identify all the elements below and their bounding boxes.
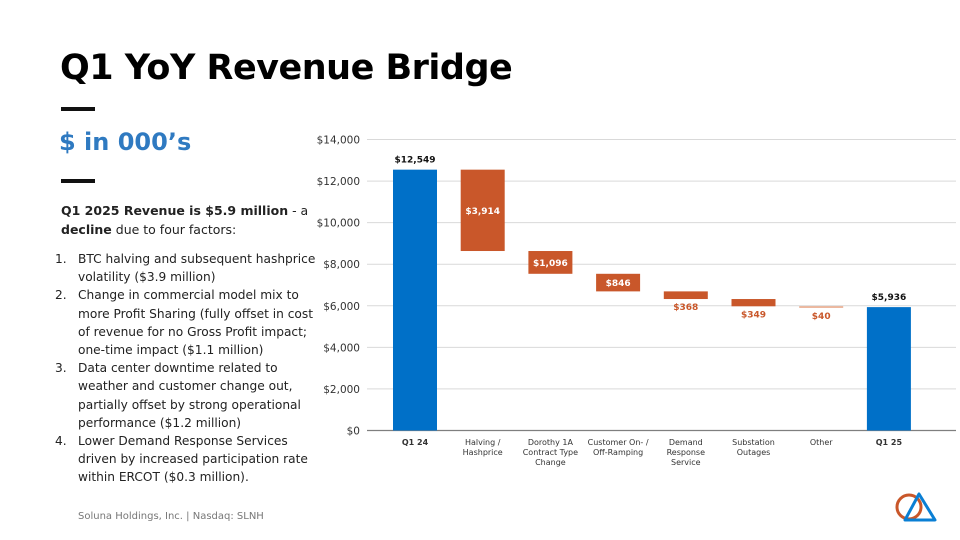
y-tick-label: $0 (347, 426, 360, 438)
x-tick-label-line: Hashprice (463, 448, 503, 457)
y-tick-label: $6,000 (323, 301, 360, 313)
data-label: $846 (606, 279, 631, 289)
x-tick-label-line: Demand (669, 438, 703, 447)
x-tick-label: Halving / Hashprice (463, 438, 503, 457)
x-tick-label: Substation Outages (732, 438, 775, 457)
factor-number: 4. (55, 434, 67, 449)
soluna-logo-icon (895, 492, 937, 522)
data-label: $349 (741, 310, 766, 320)
footer-company: Soluna Holdings, Inc. | Nasdaq: SLNH (78, 511, 264, 522)
slide-title: Q1 YoY Revenue Bridge (60, 48, 513, 88)
factor-item: 1. BTC halving and subsequent hashprice v… (55, 250, 320, 286)
factors-list: 1. BTC halving and subsequent hashprice v… (55, 250, 320, 487)
revenue-summary-emphasis: decline (61, 222, 112, 237)
x-tick-label-line: Contract Type (523, 448, 578, 457)
factor-item: 4. Lower Demand Response Services driven … (55, 432, 320, 487)
factor-text: Data center downtime related to weather … (78, 361, 301, 430)
x-tick-label: Dorothy 1A Contract Type Change (523, 438, 578, 467)
factor-number: 1. (55, 252, 67, 266)
factor-text: Change in commercial model mix to more P… (78, 288, 314, 358)
y-axis: $0 $2,000 $4,000 $6,000 $8,000 $10,000 $12,000… (317, 135, 360, 438)
revenue-summary-rest: due to four factors: (111, 222, 237, 237)
factor-item: 2. Change in commercial model mix to more… (55, 286, 320, 359)
total-bar (393, 169, 437, 431)
revenue-summary-bold: Q1 2025 Revenue is $5.9 million (61, 203, 289, 218)
decrease-bar (799, 306, 844, 308)
x-tick-label: Demand Response Service (667, 438, 706, 467)
x-tick-label-line: Outages (737, 448, 771, 457)
x-tick-label-line: Customer On- / (588, 438, 649, 447)
data-label: $368 (673, 303, 698, 313)
data-label: $40 (812, 312, 831, 322)
data-label: $1,096 (533, 259, 568, 269)
x-tick-label-line: Change (535, 458, 566, 467)
revenue-summary: Q1 2025 Revenue is $5.9 million - a decl… (61, 201, 321, 239)
decrease-bar (528, 251, 573, 274)
x-tick-label-line: Substation (732, 438, 775, 447)
total-bar (866, 307, 911, 431)
x-tick-label-line: Service (671, 458, 701, 467)
x-tick-label: Q1 24 (402, 438, 429, 447)
y-tick-label: $12,000 (317, 176, 360, 188)
factor-item: 3. Data center downtime related to weathe… (55, 359, 320, 432)
x-tick-label: Other (810, 438, 833, 447)
x-tick-label-line: Other (810, 438, 833, 447)
decrease-bar (596, 273, 641, 292)
decrease-bar (663, 291, 708, 300)
x-tick-label: Q1 25 (876, 438, 903, 447)
y-tick-label: $10,000 (317, 218, 360, 230)
x-tick-label: Customer On- / Off-Ramping (588, 438, 649, 457)
title-divider (61, 107, 95, 111)
decrease-bar (460, 169, 505, 252)
factor-text: BTC halving and subsequent hashprice vol… (78, 252, 316, 285)
data-labels: $12,549 $3,914 $1,096 $846 $368 $349 $40 $5,936 (395, 156, 907, 322)
y-tick-label: $2,000 (323, 384, 360, 396)
x-tick-label-line: Halving / (465, 438, 501, 447)
x-tick-label-line: Off-Ramping (593, 448, 643, 457)
x-tick-label-line: Q1 25 (876, 438, 903, 447)
x-tick-label-line: Dorothy 1A (528, 438, 574, 447)
data-label: $3,914 (465, 207, 500, 217)
factor-number: 2. (55, 288, 67, 303)
y-tick-label: $14,000 (317, 135, 360, 147)
x-tick-label-line: Response (667, 448, 706, 457)
factor-text: Lower Demand Response Services driven by… (78, 434, 308, 485)
bars (393, 169, 911, 431)
decrease-bar (731, 299, 776, 307)
y-tick-label: $8,000 (323, 259, 360, 271)
factor-number: 3. (55, 361, 67, 376)
y-tick-label: $4,000 (323, 342, 360, 354)
revenue-summary-mid: - a (288, 203, 309, 218)
subtitle-divider (61, 179, 95, 183)
data-label: $5,936 (872, 293, 907, 303)
x-axis: Q1 24 Halving / Hashprice Dorothy 1A Contrac… (402, 438, 903, 467)
x-tick-label-line: Q1 24 (402, 438, 429, 447)
units-subtitle: $ in 000’s (59, 128, 192, 156)
data-label: $12,549 (395, 156, 436, 166)
